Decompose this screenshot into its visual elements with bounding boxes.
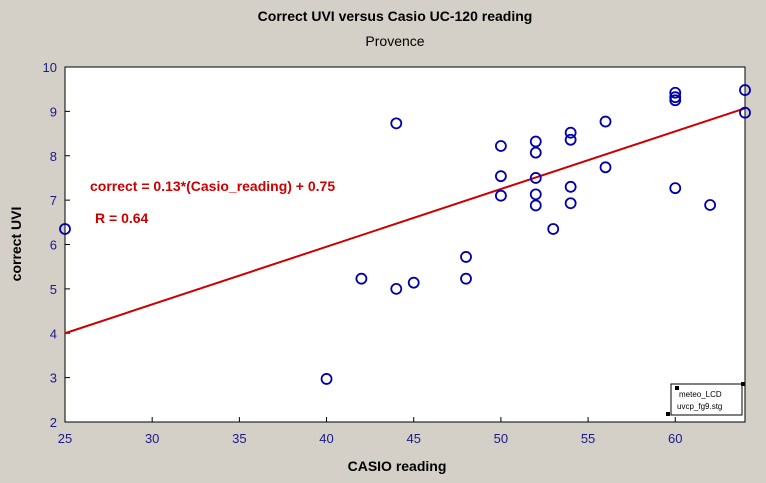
file-tag-box — [670, 383, 743, 416]
x-axis-label: CASIO reading — [348, 458, 447, 474]
y-tick-label: 2 — [50, 415, 57, 430]
file-tag-handle — [666, 412, 670, 416]
y-axis-label: correct UVI — [8, 207, 24, 282]
data-point — [494, 170, 507, 183]
y-tick-label: 6 — [50, 238, 57, 253]
data-point — [669, 182, 682, 195]
plot-area — [64, 66, 746, 423]
data-point — [407, 276, 420, 289]
x-tick-label: 50 — [494, 431, 508, 446]
y-tick-label: 3 — [50, 371, 57, 386]
data-point — [739, 84, 751, 96]
data-point — [320, 373, 333, 385]
data-point — [564, 133, 577, 146]
x-tick-labels: 25 30 35 40 45 50 55 60 — [58, 431, 683, 446]
data-point — [669, 86, 682, 99]
x-tick-label: 25 — [58, 431, 72, 446]
y-tick-label: 10 — [43, 60, 57, 75]
chart-title: Correct UVI versus Casio UC-120 reading — [258, 8, 533, 24]
y-tick-label: 7 — [50, 193, 57, 208]
data-point — [704, 199, 717, 211]
data-point — [599, 161, 612, 174]
data-point — [564, 197, 577, 210]
y-tick-label: 4 — [50, 326, 57, 341]
file-tag: meteo_LCD uvcp_fg9.stg — [666, 382, 745, 416]
chart-subtitle: Provence — [365, 33, 424, 49]
data-point — [529, 146, 542, 159]
file-tag-line-1: meteo_LCD — [679, 390, 722, 399]
y-tick-label: 8 — [50, 149, 57, 164]
regression-equation: correct = 0.13*(Casio_reading) + 0.75 — [90, 178, 335, 194]
data-point — [59, 223, 71, 235]
y-tick-label: 5 — [50, 282, 57, 297]
data-point — [564, 126, 577, 139]
file-tag-handle — [675, 386, 679, 390]
x-tick-label: 35 — [232, 431, 246, 446]
file-tag-line-2: uvcp_fg9.stg — [677, 402, 722, 411]
data-point — [599, 115, 612, 128]
x-tick-label: 30 — [145, 431, 159, 446]
regression-line — [64, 107, 746, 335]
data-point — [390, 282, 403, 295]
data-point — [460, 272, 472, 285]
data-point — [494, 189, 507, 202]
data-point — [529, 135, 542, 148]
data-point — [529, 188, 542, 201]
data-point — [547, 223, 560, 235]
y-tick-labels: 2 3 4 5 6 7 8 9 10 — [43, 60, 57, 430]
data-points — [59, 84, 751, 385]
data-point — [355, 272, 368, 285]
x-tick-label: 45 — [406, 431, 420, 446]
data-point — [739, 106, 751, 119]
data-point — [390, 117, 403, 130]
x-tick-label: 55 — [581, 431, 595, 446]
data-point — [529, 199, 542, 212]
correlation-value: R = 0.64 — [95, 210, 149, 226]
data-point — [494, 140, 507, 152]
data-point — [564, 180, 577, 193]
data-point — [529, 172, 542, 184]
file-tag-handle — [741, 382, 745, 386]
x-tick-label: 40 — [319, 431, 333, 446]
y-tick-label: 9 — [50, 104, 57, 119]
x-tick-label: 60 — [668, 431, 682, 446]
data-point — [460, 251, 472, 263]
data-point — [669, 94, 682, 107]
